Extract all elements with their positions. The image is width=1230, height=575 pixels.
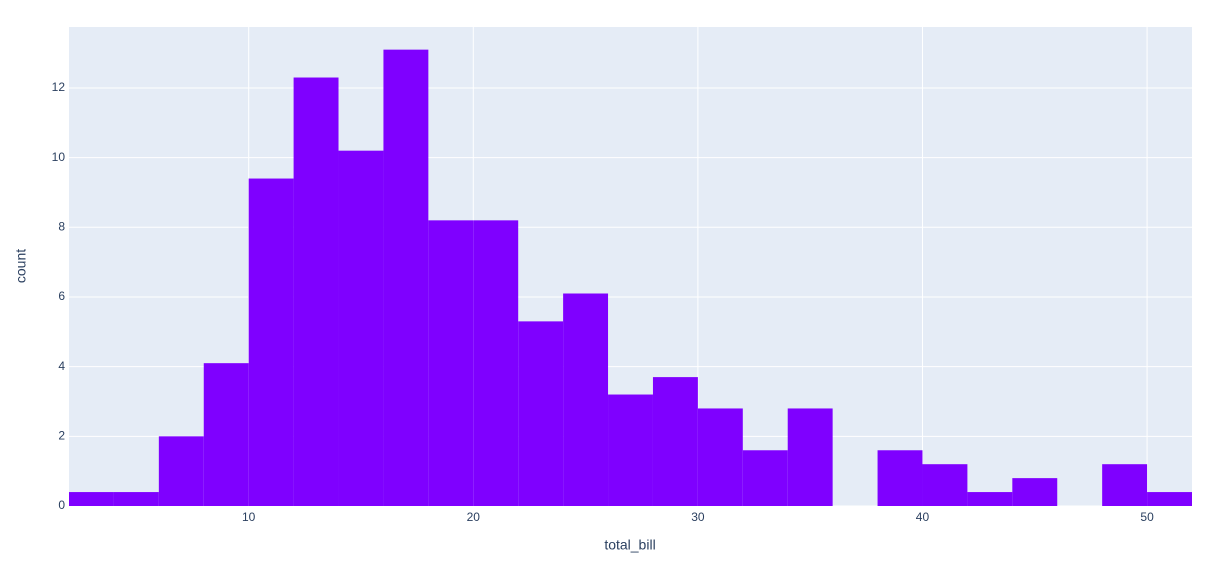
bar	[697, 408, 743, 506]
bar	[158, 436, 204, 506]
x-tick-label: 40	[916, 510, 930, 524]
bar	[293, 77, 339, 506]
bar	[1102, 464, 1148, 506]
bar	[338, 150, 384, 506]
bar	[608, 394, 653, 506]
y-tick-label: 6	[58, 289, 65, 303]
bar	[877, 450, 923, 506]
x-axis-title: total_bill	[604, 537, 655, 553]
bar	[248, 178, 294, 506]
bar	[69, 492, 114, 506]
bar	[428, 220, 474, 507]
y-tick-label: 12	[52, 80, 66, 94]
x-tick-label: 50	[1140, 510, 1154, 524]
y-tick-label: 0	[58, 498, 65, 512]
y-tick-label: 10	[52, 150, 66, 164]
y-tick-label: 8	[58, 219, 65, 233]
y-axis-title: count	[13, 249, 29, 283]
x-tick-label: 20	[467, 510, 481, 524]
bar	[383, 49, 429, 506]
bar	[967, 492, 1013, 506]
y-tick-label: 2	[58, 428, 65, 442]
bar	[652, 377, 698, 506]
bar	[113, 492, 159, 506]
bar	[563, 293, 609, 506]
bar	[1012, 478, 1058, 506]
y-tick-label: 4	[58, 359, 65, 373]
bar	[742, 450, 788, 506]
bar	[518, 321, 564, 506]
bar	[1147, 492, 1192, 506]
bar	[922, 464, 968, 506]
x-tick-label: 10	[242, 510, 256, 524]
x-tick-label: 30	[691, 510, 705, 524]
bar	[203, 363, 249, 506]
bar	[473, 220, 519, 507]
bar	[787, 408, 833, 506]
